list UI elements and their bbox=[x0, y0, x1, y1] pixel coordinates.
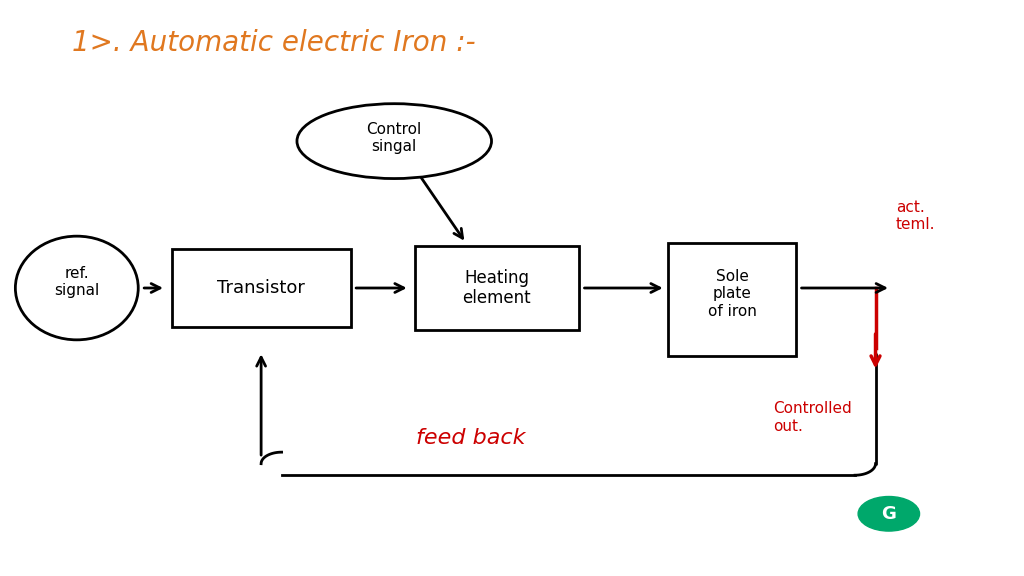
Text: feed back: feed back bbox=[417, 428, 525, 448]
FancyBboxPatch shape bbox=[415, 247, 579, 329]
Text: ref.
signal: ref. signal bbox=[54, 266, 99, 298]
Text: act.
teml.: act. teml. bbox=[896, 200, 936, 232]
Circle shape bbox=[858, 497, 920, 531]
Text: Heating
element: Heating element bbox=[462, 268, 531, 308]
FancyBboxPatch shape bbox=[668, 244, 797, 356]
Text: Controlled
out.: Controlled out. bbox=[773, 401, 852, 434]
Text: G: G bbox=[882, 505, 896, 523]
Text: Transistor: Transistor bbox=[217, 279, 305, 297]
Text: Sole
plate
of iron: Sole plate of iron bbox=[708, 269, 757, 319]
Text: 1>. Automatic electric Iron :-: 1>. Automatic electric Iron :- bbox=[72, 29, 475, 57]
Text: Control
singal: Control singal bbox=[367, 122, 422, 154]
FancyBboxPatch shape bbox=[172, 249, 350, 327]
